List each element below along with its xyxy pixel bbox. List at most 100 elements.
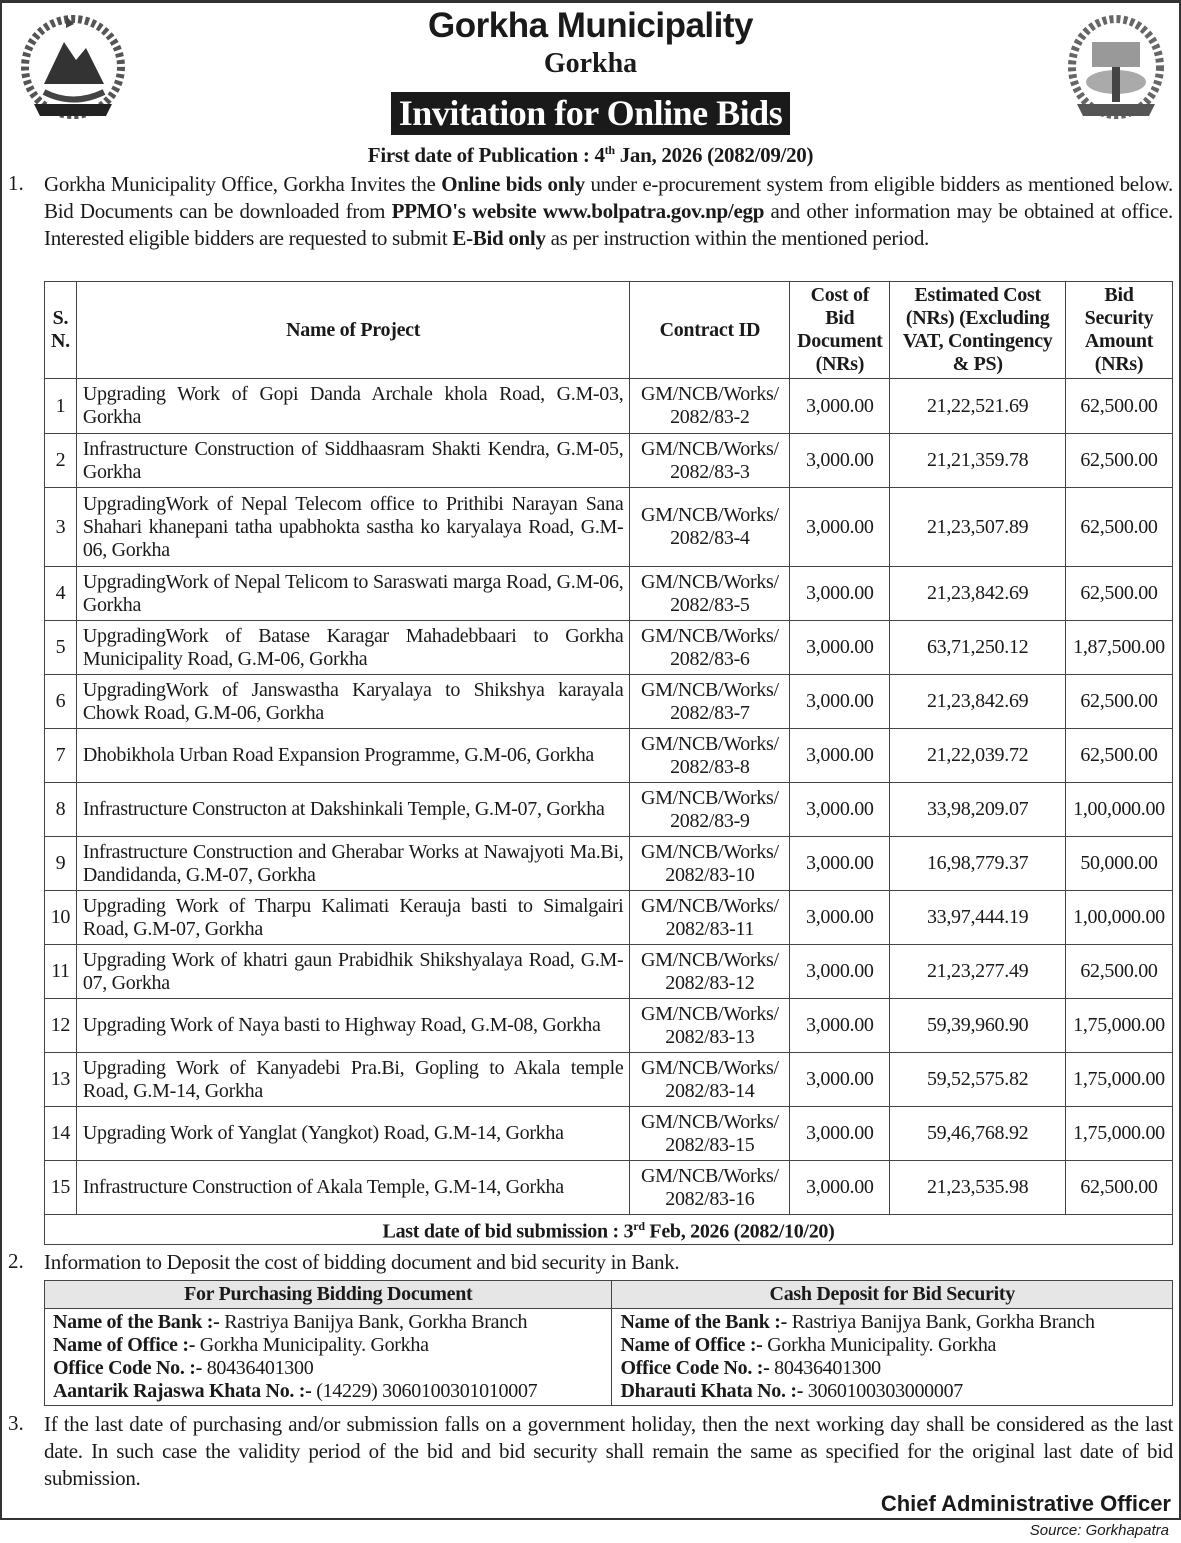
serial-number: 3: [44, 487, 77, 567]
bank-detail-line: Office Code No. :- 80436401300: [53, 1357, 314, 1379]
table-row: 4 UpgradingWork of Nepal Telicom to Saras…: [44, 566, 1174, 621]
column-header: Bid Security Amount (NRs): [1064, 281, 1174, 379]
column-header: Cost of Bid Document (NRs): [789, 281, 891, 379]
item-number: 2.: [8, 1249, 24, 1273]
project-name: UpgradingWork of Nepal Telecom office to…: [75, 487, 631, 567]
table-row: 1 Upgrading Work of Gopi Danda Archale kh…: [44, 378, 1174, 434]
bid-document-cost: 3,000.00: [789, 782, 891, 837]
estimated-cost: 63,71,250.12: [889, 620, 1066, 675]
bank-detail-line: Name of Office :- Gorkha Municipality. G…: [53, 1334, 429, 1356]
purchasing-document-header: For Purchasing Bidding Document: [43, 1280, 613, 1309]
bid-security-amount: 62,500.00: [1064, 728, 1174, 783]
bid-document-cost: 3,000.00: [789, 433, 891, 488]
table-row: 2 Infrastructure Construction of Siddhaas…: [44, 433, 1174, 488]
bid-document-cost: 3,000.00: [789, 620, 891, 675]
bid-document-cost: 3,000.00: [789, 674, 891, 729]
bid-document-cost: 3,000.00: [789, 1106, 891, 1161]
serial-number: 7: [44, 728, 77, 783]
estimated-cost: 21,23,842.69: [889, 674, 1066, 729]
contract-id: GM/NCB/Works/ 2082/83-15: [629, 1106, 791, 1161]
bid-security-amount: 1,75,000.00: [1064, 998, 1174, 1053]
project-name: Infrastructure Construction and Gherabar…: [75, 836, 631, 891]
table-row: 12 Upgrading Work of Naya basti to Highwa…: [44, 998, 1174, 1053]
bank-detail-line: Name of the Bank :- Rastriya Banijya Ban…: [53, 1311, 528, 1333]
table-row: 10 Upgrading Work of Tharpu Kalimati Kera…: [44, 890, 1174, 945]
table-row: 15 Infrastructure Construction of Akala T…: [44, 1160, 1174, 1215]
bid-document-cost: 3,000.00: [789, 890, 891, 945]
contract-id: GM/NCB/Works/ 2082/83-9: [629, 782, 791, 837]
serial-number: 11: [44, 944, 77, 999]
projects-table: S. N. Name of Project Contract ID Cost of B…: [44, 281, 1174, 1245]
project-name: UpgradingWork of Batase Karagar Mahadebb…: [75, 620, 631, 675]
bid-security-amount: 1,87,500.00: [1064, 620, 1174, 675]
contract-id: GM/NCB/Works/ 2082/83-11: [629, 890, 791, 945]
bid-security-header: Cash Deposit for Bid Security: [611, 1280, 1173, 1309]
table-row: 5 UpgradingWork of Batase Karagar Mahadeb…: [44, 620, 1174, 675]
serial-number: 9: [44, 836, 77, 891]
contract-id: GM/NCB/Works/ 2082/83-7: [629, 674, 791, 729]
estimated-cost: 16,98,779.37: [889, 836, 1066, 891]
bid-security-details: Name of the Bank :- Rastriya Banijya Ban…: [611, 1308, 1173, 1406]
estimated-cost: 59,52,575.82: [889, 1052, 1066, 1107]
serial-number: 2: [44, 433, 77, 488]
notice-title: Invitation for Online Bids: [390, 92, 791, 135]
intro-paragraph: Gorkha Municipality Office, Gorkha Invit…: [44, 172, 1173, 250]
estimated-cost: 59,39,960.90: [889, 998, 1066, 1053]
table-row: 8 Infrastructure Constructon at Dakshinka…: [44, 782, 1174, 837]
bid-document-cost: 3,000.00: [789, 378, 891, 434]
bank-detail-line: Office Code No. :- 80436401300: [620, 1357, 881, 1379]
estimated-cost: 21,23,842.69: [889, 566, 1066, 621]
table-row: 11 Upgrading Work of khatri gaun Prabidhi…: [44, 944, 1174, 999]
project-name: Upgrading Work of Kanyadebi Pra.Bi, Gopl…: [75, 1052, 631, 1107]
bid-security-amount: 1,00,000.00: [1064, 782, 1174, 837]
bid-document-cost: 3,000.00: [789, 1160, 891, 1215]
municipality-name: Gorkha Municipality: [428, 6, 754, 45]
bid-security-amount: 1,00,000.00: [1064, 890, 1174, 945]
contract-id: GM/NCB/Works/ 2082/83-13: [629, 998, 791, 1053]
item-number: 1.: [8, 171, 24, 195]
estimated-cost: 21,23,277.49: [889, 944, 1066, 999]
estimated-cost: 21,23,535.98: [889, 1160, 1066, 1215]
project-name: UpgradingWork of Nepal Telicom to Sarasw…: [75, 566, 631, 621]
serial-number: 8: [44, 782, 77, 837]
serial-number: 5: [44, 620, 77, 675]
bank-detail-line: Name of the Bank :- Rastriya Banijya Ban…: [620, 1311, 1095, 1333]
bank-info-intro: Information to Deposit the cost of biddi…: [44, 1250, 680, 1274]
bid-security-amount: 62,500.00: [1064, 487, 1174, 567]
estimated-cost: 21,22,521.69: [889, 378, 1066, 434]
column-header: Name of Project: [75, 281, 631, 379]
bid-security-amount: 62,500.00: [1064, 566, 1174, 621]
contract-id: GM/NCB/Works/ 2082/83-4: [629, 487, 791, 567]
estimated-cost: 33,98,209.07: [889, 782, 1066, 837]
serial-number: 14: [44, 1106, 77, 1161]
municipality-logo: [1068, 15, 1164, 119]
serial-number: 4: [44, 566, 77, 621]
bid-document-cost: 3,000.00: [789, 487, 891, 567]
contract-id: GM/NCB/Works/ 2082/83-16: [629, 1160, 791, 1215]
project-name: Upgrading Work of khatri gaun Prabidhik …: [75, 944, 631, 999]
table-row: 14 Upgrading Work of Yanglat (Yangkot) Ro…: [44, 1106, 1174, 1161]
estimated-cost: 21,22,039.72: [889, 728, 1066, 783]
table-row: 6 UpgradingWork of Janswastha Karyalaya t…: [44, 674, 1174, 729]
contract-id: GM/NCB/Works/ 2082/83-6: [629, 620, 791, 675]
project-name: UpgradingWork of Janswastha Karyalaya to…: [75, 674, 631, 729]
estimated-cost: 21,23,507.89: [889, 487, 1066, 567]
bank-detail-line: Aantarik Rajaswa Khata No. :- (14229) 30…: [53, 1380, 538, 1402]
project-name: Upgrading Work of Tharpu Kalimati Kerauj…: [75, 890, 631, 945]
contract-id: GM/NCB/Works/ 2082/83-10: [629, 836, 791, 891]
nepal-emblem-logo: [21, 15, 125, 119]
column-header: Estimated Cost (NRs) (Excluding VAT, Con…: [889, 281, 1066, 379]
publication-date: First date of Publication : 4th Jan, 202…: [367, 143, 814, 167]
column-header: S. N.: [44, 281, 77, 379]
bid-security-amount: 1,75,000.00: [1064, 1106, 1174, 1161]
contract-id: GM/NCB/Works/ 2082/83-2: [629, 378, 791, 434]
table-row: 13 Upgrading Work of Kanyadebi Pra.Bi, Go…: [44, 1052, 1174, 1107]
bid-security-amount: 62,500.00: [1064, 1160, 1174, 1215]
bid-security-amount: 62,500.00: [1064, 674, 1174, 729]
bank-detail-line: Name of Office :- Gorkha Municipality. G…: [620, 1334, 997, 1356]
contract-id: GM/NCB/Works/ 2082/83-8: [629, 728, 791, 783]
contract-id: GM/NCB/Works/ 2082/83-14: [629, 1052, 791, 1107]
source-credit: Source: Gorkhapatra: [1029, 1522, 1169, 1539]
purchasing-document-details: Name of the Bank :- Rastriya Banijya Ban…: [43, 1308, 613, 1406]
